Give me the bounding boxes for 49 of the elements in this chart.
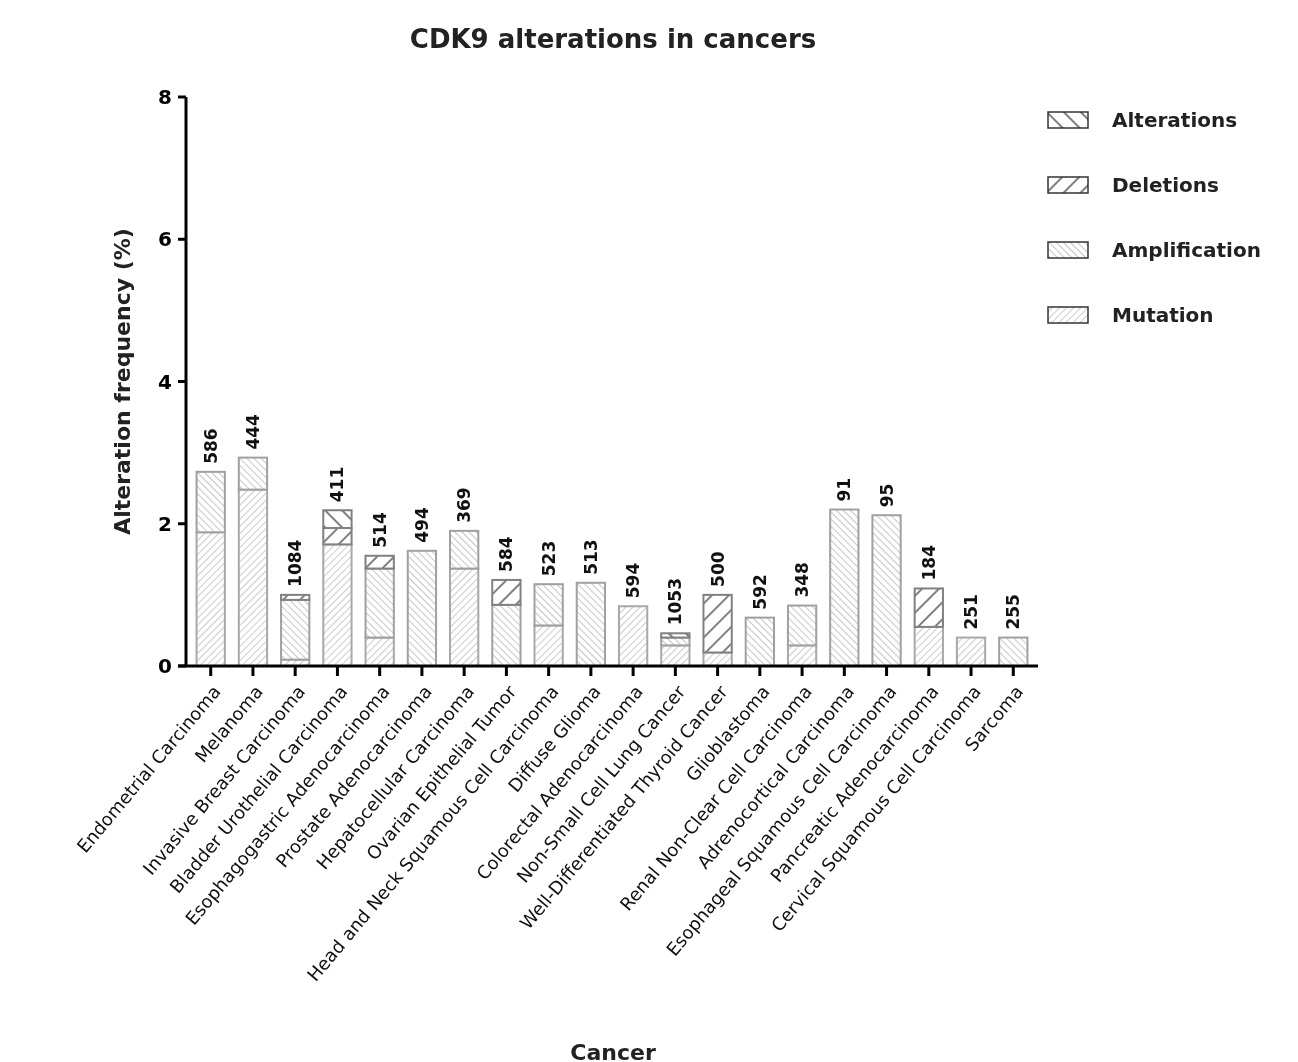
bar: [702, 593, 733, 654]
legend-label: Alterations: [1112, 108, 1238, 132]
bar: [491, 603, 522, 667]
bar: [575, 581, 607, 667]
annotation: 184: [918, 544, 939, 581]
bar: [998, 636, 1029, 667]
chart-title: CDK9 alterations in cancers: [409, 24, 817, 54]
annotation: 586: [200, 428, 221, 464]
annotation: 251: [961, 594, 981, 630]
annotation: 523: [538, 540, 559, 577]
annotation: 514: [369, 512, 390, 548]
annotation: 1084: [285, 539, 306, 587]
y-tick-label: 6: [158, 227, 172, 252]
bar: [955, 636, 987, 667]
annotation: 348: [792, 562, 813, 598]
legend-label: Mutation: [1112, 303, 1214, 327]
bar: [364, 554, 395, 570]
annotation: 500: [707, 551, 728, 587]
annotation: 444: [242, 413, 263, 450]
y-tick-label: 2: [158, 511, 172, 536]
x-axis-title: Cancer: [570, 1040, 656, 1062]
bar: [280, 598, 311, 661]
bar: [913, 587, 944, 628]
annotation: 1053: [665, 577, 686, 626]
bar: [871, 514, 902, 667]
annotation: 594: [623, 562, 644, 599]
y-tick-label: 4: [158, 369, 172, 394]
annotation: 255: [1003, 594, 1024, 630]
legend-label: Amplification: [1112, 238, 1261, 262]
annotation: 95: [876, 483, 897, 508]
annotation: 369: [454, 487, 475, 523]
y-axis-title: Alteration frequency (%): [110, 228, 135, 535]
annotation: 494: [411, 507, 432, 543]
bar: [617, 605, 649, 667]
bar: [491, 578, 522, 606]
bar: [322, 543, 353, 667]
bar: [829, 508, 860, 667]
annotation: 584: [496, 536, 517, 572]
bar: [280, 593, 311, 601]
annotation: 513: [580, 539, 601, 575]
bar: [660, 632, 691, 639]
annotation: 592: [749, 574, 770, 610]
bar: [744, 616, 775, 667]
bar: [406, 549, 438, 667]
y-tick-label: 8: [158, 85, 172, 109]
annotation: 91: [834, 477, 855, 502]
legend-label: Deletions: [1112, 173, 1219, 197]
y-tick-label: 0: [158, 654, 172, 678]
annotation: 411: [327, 466, 348, 503]
